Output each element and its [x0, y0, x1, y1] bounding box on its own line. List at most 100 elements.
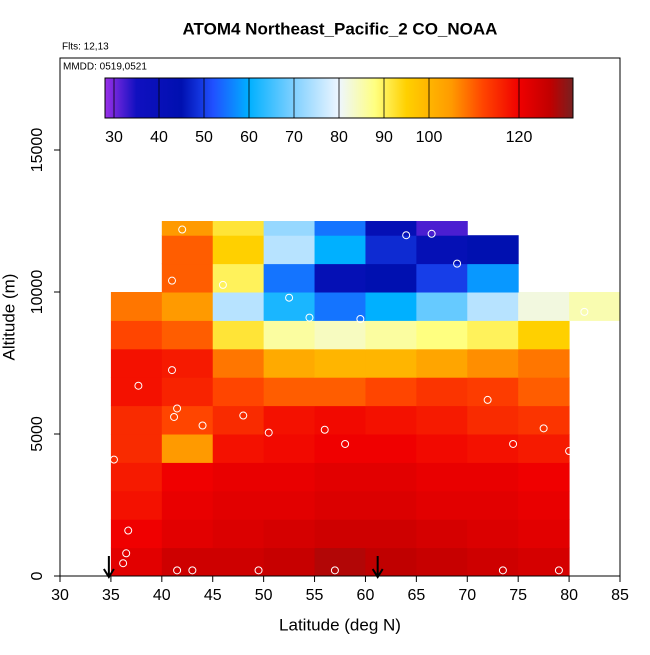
heat-cell	[161, 547, 214, 577]
heat-cell	[365, 348, 417, 378]
heat-cell	[416, 490, 468, 520]
heat-cell	[416, 235, 468, 265]
heat-cell	[161, 434, 214, 463]
heat-cell	[263, 490, 316, 520]
flight-point	[119, 559, 128, 568]
heat-cell	[518, 434, 570, 463]
arrow	[103, 556, 115, 579]
heat-cell	[161, 235, 214, 265]
x-tick-label: 75	[509, 587, 527, 604]
heat-cell	[416, 221, 468, 236]
flight-point	[198, 421, 207, 430]
flight-point	[122, 549, 131, 558]
heat-cell	[569, 292, 621, 321]
flight-point	[427, 229, 436, 238]
flight-point	[170, 412, 179, 421]
heat-cell	[365, 320, 417, 350]
y-tick-label: 15000	[29, 128, 46, 173]
flight-point	[341, 439, 350, 448]
x-tick-label: 60	[357, 587, 375, 604]
heat-cell	[467, 320, 519, 350]
colorbar-tick-label: 80	[330, 129, 348, 146]
y-axis-label: Altitude (m)	[0, 274, 18, 361]
heat-cell	[263, 547, 316, 577]
heat-cell	[518, 348, 570, 378]
heat-cell	[416, 547, 468, 577]
heat-cell	[212, 519, 265, 549]
heat-cell	[416, 292, 468, 321]
colorbar-tick-label: 40	[150, 129, 168, 146]
flights-note: Flts: 12,13	[62, 42, 109, 53]
heat-cell	[161, 348, 214, 378]
flight-point	[254, 566, 263, 575]
heat-cell	[212, 462, 265, 492]
heat-cell	[416, 263, 468, 293]
heat-cell	[467, 462, 519, 492]
heat-cell	[263, 405, 316, 435]
x-tick-label: 85	[611, 587, 629, 604]
heat-cell	[467, 377, 519, 407]
heat-cell	[416, 320, 468, 350]
heat-cell	[416, 405, 468, 435]
heat-cell	[212, 490, 265, 520]
heat-cell	[467, 547, 519, 577]
heat-cell	[518, 405, 570, 435]
y-tick-label: 0	[29, 571, 46, 580]
heat-cell	[263, 292, 316, 321]
heat-cell	[314, 547, 366, 577]
heat-cell	[416, 434, 468, 463]
heat-cell	[518, 377, 570, 407]
heat-cell	[467, 235, 519, 265]
heat-cell	[314, 490, 366, 520]
flight-point	[264, 428, 273, 437]
flight-point	[134, 381, 143, 390]
chart-title: ATOM4 Northeast_Pacific_2 CO_NOAA	[183, 19, 498, 38]
flight-point	[483, 395, 492, 404]
heat-cell	[467, 519, 519, 549]
x-tick-label: 35	[102, 587, 120, 604]
heat-cell	[110, 462, 163, 492]
heat-cell	[212, 235, 265, 265]
heat-cell	[467, 490, 519, 520]
heat-cell	[161, 263, 214, 293]
heat-cell	[314, 377, 366, 407]
colorbar-tick-label: 120	[506, 129, 533, 146]
flight-point	[188, 566, 197, 575]
x-tick-label: 55	[306, 587, 324, 604]
y-tick-label: 5000	[29, 416, 46, 452]
heat-cell	[161, 490, 214, 520]
heat-cell	[314, 519, 366, 549]
heat-cell	[467, 292, 519, 321]
heat-cell	[212, 405, 265, 435]
flight-point	[168, 366, 176, 375]
heat-cell	[161, 292, 214, 321]
heat-cell	[110, 434, 163, 463]
heat-cell	[110, 320, 163, 350]
heat-cell	[518, 292, 570, 321]
dates-note: MMDD: 0519,0521	[63, 62, 147, 73]
heat-cell	[110, 519, 163, 549]
heat-cell	[212, 434, 265, 463]
heat-cell	[161, 320, 214, 350]
heat-cell	[212, 377, 265, 407]
heat-cell	[314, 263, 366, 293]
x-axis-label: Latitude (deg N)	[279, 615, 401, 634]
heat-cell	[110, 292, 163, 321]
colorbar-tick-label: 100	[416, 129, 443, 146]
x-tick-label: 80	[560, 587, 578, 604]
heat-cell	[518, 519, 570, 549]
flight-point	[285, 293, 294, 302]
flight-point	[320, 425, 329, 434]
heat-cell	[518, 547, 570, 577]
x-tick-label: 40	[153, 587, 171, 604]
heat-cell	[416, 377, 468, 407]
heat-cell	[110, 547, 163, 577]
heat-cell	[467, 263, 519, 293]
arrow	[371, 556, 384, 579]
heat-cell	[314, 405, 366, 435]
colorbar-tick-label: 70	[285, 129, 303, 146]
flight-point	[539, 424, 548, 433]
heat-cell	[365, 292, 417, 321]
plot-frame	[59, 57, 621, 577]
heat-cell	[467, 434, 519, 463]
